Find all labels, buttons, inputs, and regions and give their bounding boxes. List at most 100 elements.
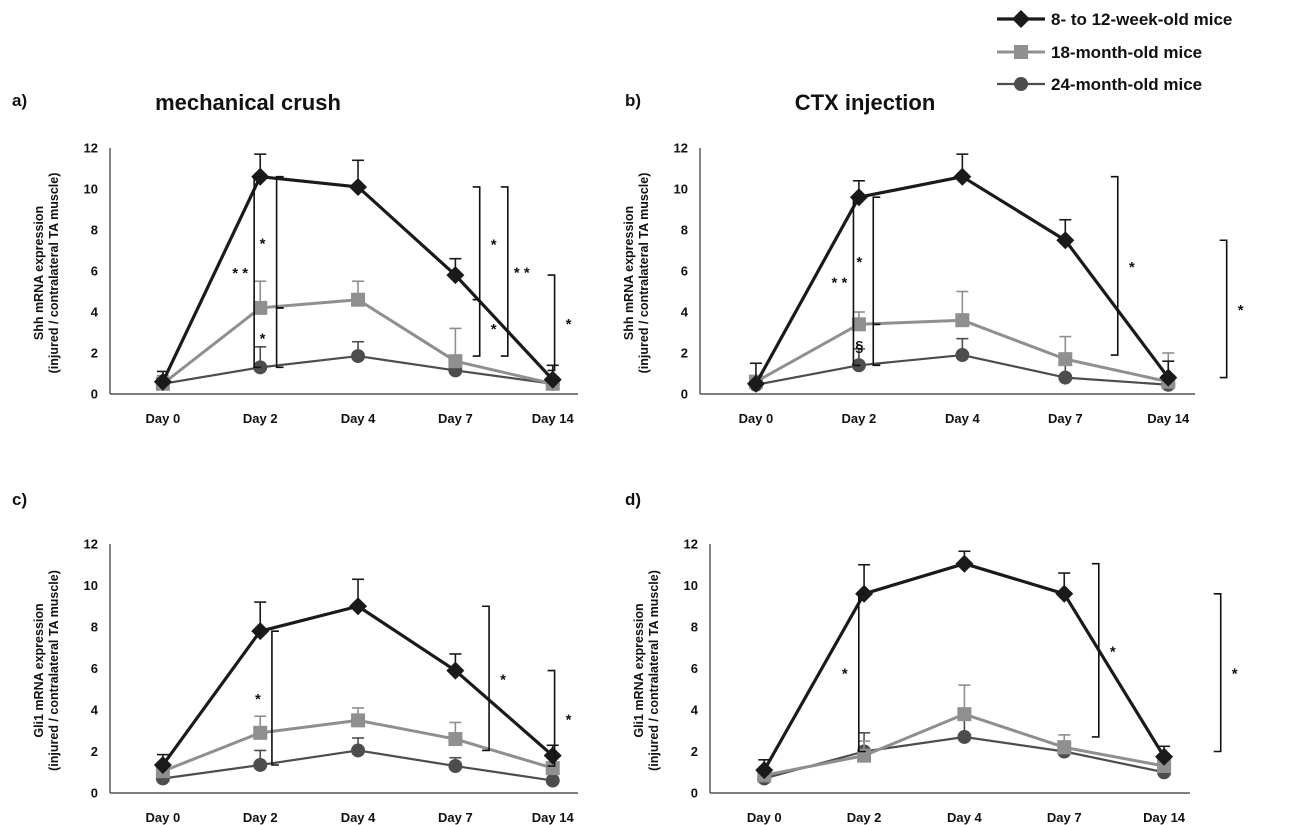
significance-bracket: * bbox=[260, 307, 284, 369]
y-axis-label: Gli1 mRNA expression bbox=[32, 603, 46, 737]
x-tick-label: Day 2 bbox=[842, 411, 877, 426]
legend-marker bbox=[1014, 45, 1028, 59]
significance-marker: * bbox=[566, 711, 572, 728]
significance-marker: * bbox=[255, 691, 261, 708]
data-point bbox=[955, 554, 974, 573]
significance-marker: * bbox=[1110, 643, 1116, 660]
data-point bbox=[253, 300, 268, 315]
significance-marker: * * bbox=[832, 274, 848, 291]
y-tick-label: 2 bbox=[91, 346, 98, 361]
data-point bbox=[446, 266, 465, 285]
data-point bbox=[851, 317, 866, 332]
y-tick-label: 6 bbox=[691, 661, 698, 676]
y-tick-label: 4 bbox=[91, 703, 99, 718]
bracket-line bbox=[275, 307, 284, 369]
y-tick-label: 12 bbox=[84, 537, 98, 552]
data-point bbox=[543, 370, 562, 389]
data-point bbox=[955, 348, 970, 363]
y-tick-label: 6 bbox=[91, 661, 98, 676]
y-tick-label: 10 bbox=[84, 182, 98, 197]
y-tick-label: 12 bbox=[674, 141, 688, 156]
data-point bbox=[1057, 740, 1072, 755]
chart-title: CTX injection bbox=[795, 90, 936, 115]
y-tick-label: 2 bbox=[691, 744, 698, 759]
data-point bbox=[253, 757, 268, 772]
x-tick-label: Day 0 bbox=[747, 810, 782, 825]
series-8-12wk bbox=[153, 578, 562, 774]
data-point bbox=[448, 732, 463, 747]
y-tick-label: 4 bbox=[691, 703, 699, 718]
series-8-12wk bbox=[746, 153, 1178, 393]
panel-label: d) bbox=[625, 490, 641, 509]
x-tick-label: Day 4 bbox=[341, 411, 376, 426]
y-axis-label: Shh mRNA expression bbox=[32, 206, 46, 340]
legend-item: 24-month-old mice bbox=[997, 75, 1202, 94]
data-point bbox=[1056, 231, 1075, 250]
x-tick-label: Day 7 bbox=[1048, 411, 1083, 426]
data-point bbox=[1055, 584, 1074, 603]
significance-marker: * bbox=[1238, 302, 1244, 319]
significance-bracket: * bbox=[547, 669, 572, 767]
x-tick-label: Day 2 bbox=[847, 810, 882, 825]
significance-bracket: * bbox=[260, 175, 284, 309]
x-tick-label: Day 14 bbox=[1143, 810, 1186, 825]
significance-marker: * * bbox=[514, 265, 530, 282]
data-point bbox=[448, 759, 463, 774]
significance-marker: * bbox=[842, 666, 848, 683]
chart-panel-d: d) 0 2 4 6 8 10 12 Day 0 Day 2 Day 4 Day 7 Day 14 Gli… bbox=[625, 490, 1238, 825]
data-point bbox=[755, 761, 774, 780]
data-point bbox=[349, 597, 368, 616]
data-point bbox=[351, 743, 366, 758]
x-tick-label: Day 4 bbox=[341, 810, 376, 825]
y-tick-label: 8 bbox=[691, 620, 698, 635]
y-tick-label: 0 bbox=[681, 387, 688, 402]
data-point bbox=[351, 292, 366, 307]
y-axis-label-units: (injured / contralateral TA muscle) bbox=[647, 570, 661, 771]
significance-marker: § bbox=[855, 338, 863, 355]
significance-bracket: * bbox=[1219, 239, 1244, 379]
legend-item: 18-month-old mice bbox=[997, 43, 1202, 62]
x-tick-label: Day 14 bbox=[1147, 411, 1190, 426]
data-point bbox=[957, 729, 972, 744]
legend-label: 24-month-old mice bbox=[1051, 75, 1202, 94]
legend: 8- to 12-week-old mice 18-month-old mice 2… bbox=[997, 10, 1232, 94]
y-tick-label: 4 bbox=[91, 305, 99, 320]
panel-label: c) bbox=[12, 490, 27, 509]
series-24mo bbox=[155, 340, 560, 391]
data-point bbox=[351, 349, 366, 364]
significance-bracket: * bbox=[1213, 592, 1238, 753]
significance-bracket: * bbox=[842, 592, 866, 753]
x-tick-label: Day 0 bbox=[739, 411, 774, 426]
x-tick-label: Day 0 bbox=[146, 411, 181, 426]
legend-label: 8- to 12-week-old mice bbox=[1051, 10, 1232, 29]
bracket-line bbox=[482, 605, 490, 752]
chart-title: mechanical crush bbox=[155, 90, 341, 115]
panel-label: b) bbox=[625, 91, 641, 110]
x-tick-label: Day 14 bbox=[532, 810, 575, 825]
y-tick-label: 2 bbox=[91, 744, 98, 759]
bracket-line bbox=[500, 186, 509, 357]
bracket-line bbox=[1110, 175, 1119, 356]
data-point bbox=[543, 746, 562, 765]
x-tick-label: Day 4 bbox=[945, 411, 980, 426]
data-point bbox=[349, 177, 368, 196]
data-point bbox=[448, 354, 463, 369]
legend-item: 8- to 12-week-old mice bbox=[997, 10, 1232, 29]
significance-bracket: * * bbox=[232, 175, 262, 369]
significance-bracket: * * bbox=[832, 196, 861, 367]
data-point bbox=[1155, 747, 1174, 766]
data-point bbox=[957, 707, 972, 722]
significance-marker: * bbox=[500, 671, 506, 688]
significance-bracket: * bbox=[547, 274, 572, 372]
significance-bracket: * bbox=[1091, 562, 1116, 738]
data-point bbox=[1159, 368, 1178, 387]
significance-marker: * * bbox=[232, 265, 248, 282]
bracket-line bbox=[852, 196, 861, 367]
legend-marker bbox=[1014, 77, 1028, 91]
chart-panel-a: a) mechanical crush 0 2 4 6 8 10 12 Day 0 Day 2 Day… bbox=[12, 90, 578, 426]
bracket-line bbox=[472, 186, 481, 301]
x-tick-label: Day 7 bbox=[438, 411, 473, 426]
series-24mo bbox=[155, 737, 560, 788]
bracket-line bbox=[1219, 239, 1228, 379]
significance-marker: * bbox=[1232, 666, 1238, 683]
